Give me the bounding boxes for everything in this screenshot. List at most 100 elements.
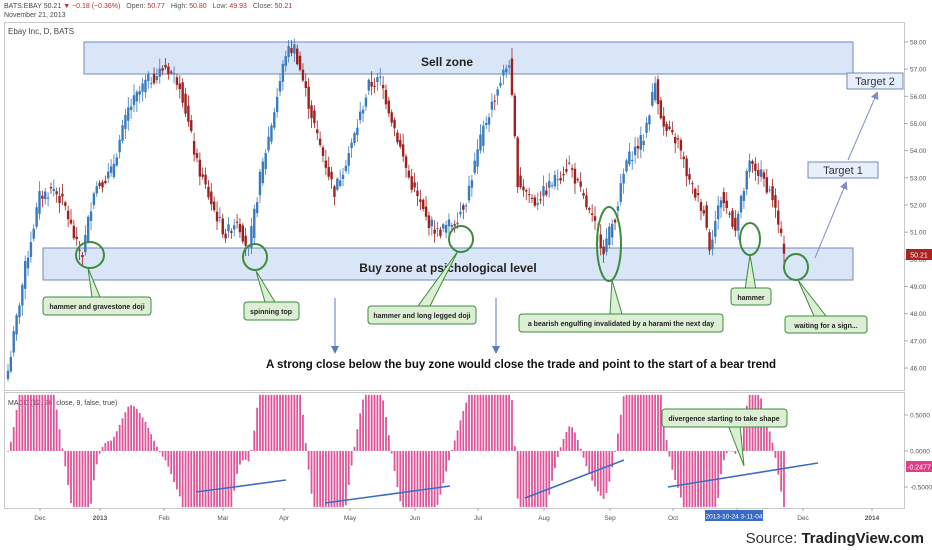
macd-bar (556, 451, 559, 457)
candle (49, 182, 53, 194)
candle (147, 71, 150, 89)
candle (633, 136, 637, 164)
price-tick-label: 53.00 (910, 175, 927, 182)
macd-bar (511, 400, 513, 451)
candle (253, 204, 256, 246)
macd-bar (659, 394, 662, 451)
candle (316, 120, 319, 140)
macd-bar (67, 451, 70, 486)
macd-bar (634, 394, 636, 451)
macd-bar (204, 451, 207, 508)
candle (576, 177, 580, 183)
macd-bar (302, 414, 304, 451)
macd-bar (697, 451, 699, 508)
macd-bar (783, 451, 785, 508)
candle (190, 114, 193, 134)
candle (459, 202, 462, 218)
candle (622, 168, 625, 194)
macd-bar (722, 451, 725, 461)
macd-bar (702, 451, 705, 508)
macd-bar (516, 451, 519, 499)
candle (742, 187, 746, 210)
macd-axis: 0.5000 0.0000 -0.5000 (904, 413, 932, 492)
candle (301, 63, 305, 83)
close-below-note: A strong close below the buy zone would … (266, 359, 776, 371)
macd-tick-label: 0.5000 (910, 413, 930, 420)
macd-bar (522, 451, 525, 508)
macd-bar (485, 394, 488, 451)
candle (55, 187, 58, 203)
candle (379, 68, 382, 86)
macd-bar (121, 418, 124, 451)
macd-bar (196, 451, 198, 508)
candle (539, 191, 542, 205)
candle (44, 188, 47, 205)
macd-bar (528, 451, 531, 508)
macd-bar (694, 451, 697, 508)
ellipse-hammer-doji (448, 225, 474, 253)
macd-bar (161, 451, 164, 457)
macd-bar (218, 451, 221, 508)
candle (387, 96, 391, 117)
macd-bar (256, 407, 259, 451)
candle (275, 87, 279, 118)
macd-bar (387, 435, 390, 451)
macd-bar (462, 410, 465, 451)
candle (436, 221, 439, 237)
candle (482, 120, 485, 153)
macd-bar (9, 441, 12, 451)
macd-bar (453, 440, 456, 451)
candle (115, 153, 119, 168)
candle (107, 163, 110, 183)
candle (161, 65, 164, 76)
macd-bar (430, 451, 433, 508)
macd-bar (18, 394, 21, 451)
macd-bar (717, 451, 720, 498)
macd-bar (545, 451, 548, 508)
macd-bar (765, 419, 768, 451)
candle (347, 146, 350, 174)
macd-bar (84, 451, 87, 508)
target-1-box (807, 161, 879, 179)
macd-bar (164, 451, 167, 461)
candle (267, 126, 270, 153)
macd-bar (259, 394, 261, 451)
macd-bar (78, 451, 81, 508)
macd-bar (399, 451, 402, 502)
ellipse-hammer-gravestone (75, 241, 105, 269)
macd-bar (227, 451, 230, 508)
candle (344, 159, 348, 174)
candle (739, 194, 743, 219)
candle (673, 133, 677, 154)
candle (774, 188, 777, 218)
callout-spinning-top-text: spinning top (250, 309, 292, 316)
candle (341, 168, 345, 187)
macd-bar (456, 430, 459, 451)
candle (711, 230, 714, 256)
target-2-arrow (847, 91, 879, 161)
candle (356, 119, 359, 143)
candle (719, 196, 723, 219)
macd-bar (193, 451, 196, 508)
macd-bar (101, 446, 104, 451)
price-tick-label: 58.00 (910, 40, 927, 47)
macd-bar (270, 394, 273, 451)
candle (691, 180, 694, 195)
candle (361, 105, 365, 123)
candle (419, 189, 422, 211)
macd-bar (216, 451, 218, 508)
candle (127, 96, 130, 131)
macd-bar (90, 451, 92, 504)
candle (470, 174, 474, 197)
macd-bar (602, 451, 605, 499)
macd-bar (210, 451, 213, 508)
candle (21, 283, 24, 316)
macd-bar (293, 394, 296, 451)
candle (422, 198, 425, 212)
candle (255, 197, 259, 218)
open-label: Open: (126, 3, 146, 10)
macd-trendline-4 (667, 462, 819, 488)
candle (350, 138, 353, 158)
macd-bar (75, 451, 78, 508)
candle (95, 181, 98, 197)
